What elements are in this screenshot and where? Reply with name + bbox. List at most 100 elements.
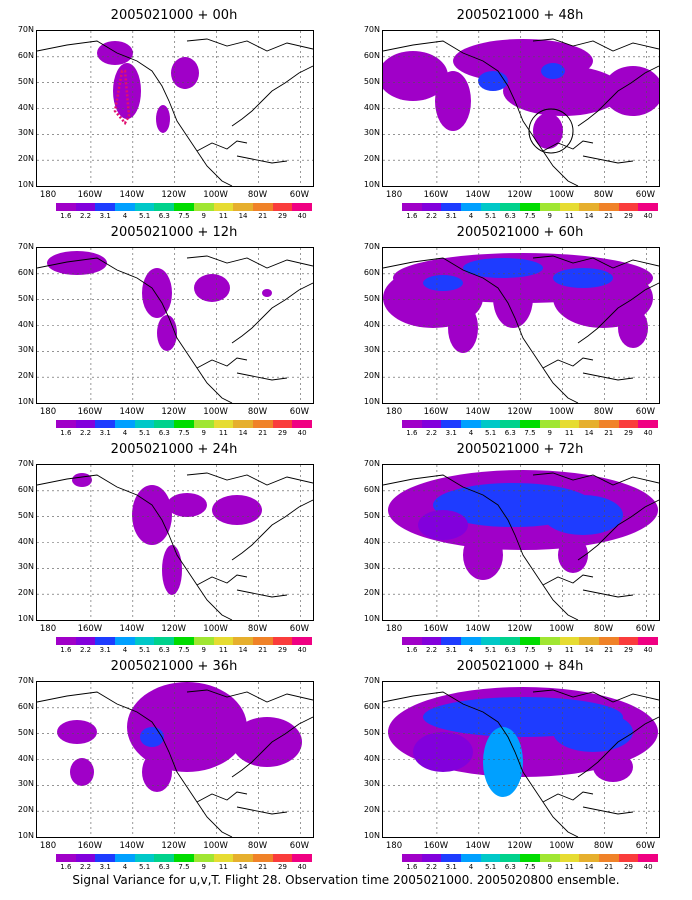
colorbar-swatch <box>174 203 194 211</box>
colorbar-label: 29 <box>277 646 287 654</box>
variance-shading <box>553 268 613 288</box>
colorbar-swatch <box>56 203 76 211</box>
variance-shading <box>162 545 182 595</box>
variance-shading <box>142 268 172 318</box>
colorbar-label: 9 <box>547 646 552 654</box>
lat-tick-label: 10N <box>17 831 34 840</box>
colorbar-swatch <box>174 637 194 645</box>
lon-tick-label: 140W <box>465 407 491 417</box>
lat-tick-label: 50N <box>363 510 380 520</box>
lon-tick-label: 180 <box>39 190 57 200</box>
colorbar-swatch <box>272 854 293 862</box>
colorbar-swatch <box>638 637 658 645</box>
colorbar-label: 40 <box>643 212 653 220</box>
lat-tick-label: 60N <box>17 701 34 711</box>
colorbar-swatch <box>539 203 560 211</box>
map-frame <box>382 681 660 838</box>
colorbar-swatch <box>154 420 175 428</box>
variance-shading <box>127 682 247 772</box>
colorbar-swatch <box>134 637 155 645</box>
colorbar-label: 14 <box>238 646 248 654</box>
lon-tick-label: 60W <box>635 190 656 200</box>
colorbar-swatch <box>252 203 273 211</box>
lon-tick-label: 120W <box>161 190 187 200</box>
colorbar-swatch <box>598 854 619 862</box>
colorbar-label: 29 <box>623 863 633 871</box>
colorbar-label: 1.6 <box>60 646 72 654</box>
panel-title: 2005021000 + 12h <box>110 225 238 240</box>
lat-tick-label: 20N <box>363 588 380 598</box>
colorbar-label: 6.3 <box>158 429 170 437</box>
lon-tick-label: 120W <box>161 624 187 634</box>
colorbar-swatch <box>174 854 194 862</box>
colorbar-swatch <box>461 203 481 211</box>
colorbar-label: 1.6 <box>406 863 418 871</box>
colorbar <box>56 854 312 862</box>
colorbar-swatch <box>233 203 253 211</box>
colorbar-swatch <box>115 854 135 862</box>
colorbar-swatch <box>95 854 116 862</box>
lon-tick-label: 120W <box>161 407 187 417</box>
colorbar-swatch <box>461 420 481 428</box>
colorbar-label: 5.1 <box>139 212 151 220</box>
colorbar-label: 14 <box>584 863 594 871</box>
colorbar-label: 3.1 <box>445 212 457 220</box>
colorbar-swatch <box>402 203 422 211</box>
colorbar-swatch <box>480 854 501 862</box>
colorbar-swatch <box>480 420 501 428</box>
lon-tick-label: 60W <box>289 190 310 200</box>
colorbar-label: 14 <box>584 646 594 654</box>
panel-title: 2005021000 + 00h <box>110 8 238 23</box>
colorbar-label: 4 <box>122 646 128 654</box>
lat-tick-label: 60N <box>363 484 380 494</box>
lat-tick-label: 70N <box>17 459 34 468</box>
colorbar-label: 11 <box>564 863 574 871</box>
figure-caption: Signal Variance for u,v,T. Flight 28. Ob… <box>72 873 620 887</box>
colorbar-swatch <box>252 854 273 862</box>
colorbar-swatch <box>402 854 422 862</box>
colorbar-label: 21 <box>604 863 614 871</box>
map-frame <box>36 464 314 621</box>
colorbar-swatch <box>638 203 658 211</box>
lat-tick-label: 50N <box>363 293 380 303</box>
colorbar-label: 29 <box>277 212 287 220</box>
colorbar-label: 29 <box>623 429 633 437</box>
coastline <box>37 472 313 620</box>
variance-shading <box>553 712 633 752</box>
lon-tick-label: 60W <box>635 624 656 634</box>
colorbar-swatch <box>559 203 580 211</box>
map-frame <box>36 247 314 404</box>
lat-tick-label: 30N <box>17 128 34 138</box>
colorbar-label: 6.3 <box>504 212 516 220</box>
colorbar <box>402 637 658 645</box>
colorbar-label: 4 <box>468 863 474 871</box>
variance-shading <box>463 530 503 580</box>
colorbar-label: 2.2 <box>425 863 438 871</box>
colorbar-label: 3.1 <box>445 863 457 871</box>
colorbar-swatch <box>56 420 76 428</box>
lon-tick-label: 120W <box>507 841 533 851</box>
colorbar-swatch <box>75 203 96 211</box>
colorbar-swatch <box>638 854 658 862</box>
colorbar-label: 9 <box>201 646 206 654</box>
lat-tick-label: 20N <box>17 154 34 164</box>
variance-shading <box>179 73 191 89</box>
lon-tick-label: 100W <box>203 624 228 634</box>
lon-tick-label: 60W <box>635 841 656 851</box>
variance-shading <box>503 66 623 116</box>
colorbar-swatch <box>213 637 234 645</box>
lon-tick-label: 120W <box>507 190 533 200</box>
colorbar-swatch <box>441 420 462 428</box>
colorbar-label: 14 <box>238 863 248 871</box>
colorbar-label: 1.6 <box>406 212 418 220</box>
variance-shading <box>603 66 659 116</box>
colorbar-swatch <box>421 420 442 428</box>
lon-tick-label: 80W <box>247 190 268 200</box>
lon-tick-label: 80W <box>247 841 268 851</box>
colorbar-swatch <box>193 854 214 862</box>
colorbar-swatch <box>579 854 599 862</box>
colorbar-label: 7.5 <box>524 429 536 437</box>
colorbar-label: 6.3 <box>158 646 170 654</box>
panel-title: 2005021000 + 72h <box>456 442 584 457</box>
colorbar-label: 1.6 <box>406 646 418 654</box>
